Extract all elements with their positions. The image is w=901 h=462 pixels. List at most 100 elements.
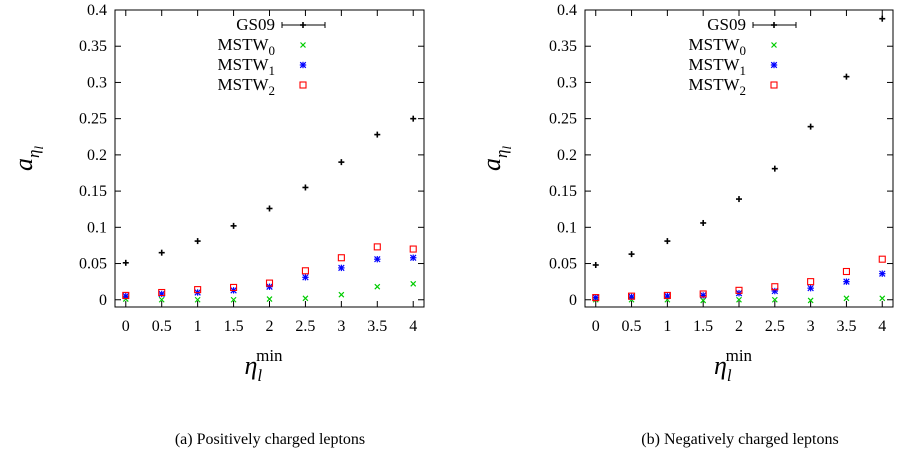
y-tick-label: 0.3 bbox=[557, 74, 577, 91]
y-tick-label: 0.15 bbox=[79, 183, 107, 200]
data-point bbox=[736, 196, 742, 203]
data-point bbox=[230, 222, 237, 229]
legend-marker bbox=[771, 22, 777, 28]
data-point bbox=[122, 259, 129, 266]
legend-label: MSTW2 bbox=[218, 75, 276, 98]
data-point bbox=[592, 261, 599, 268]
y-tick-label: 0.1 bbox=[87, 219, 107, 236]
data-point bbox=[807, 297, 814, 304]
x-tick-label: 1 bbox=[663, 318, 671, 335]
x-tick-label: 2 bbox=[266, 318, 274, 335]
legend-marker bbox=[771, 42, 777, 48]
y-tick-label: 0.4 bbox=[87, 2, 107, 19]
x-axis-label: ηlmin bbox=[714, 346, 753, 385]
y-tick-label: 0 bbox=[99, 292, 107, 309]
data-point bbox=[194, 238, 201, 245]
data-point bbox=[879, 15, 886, 22]
legend-label: MSTW0 bbox=[218, 35, 276, 58]
y-axis-label: aηl bbox=[9, 146, 46, 171]
data-point bbox=[700, 219, 707, 226]
data-point bbox=[771, 287, 779, 295]
data-point bbox=[338, 264, 345, 272]
data-point bbox=[736, 296, 742, 303]
data-point bbox=[266, 296, 273, 302]
data-point bbox=[410, 280, 417, 287]
data-point bbox=[735, 286, 743, 294]
y-tick-label: 0.25 bbox=[549, 111, 577, 128]
y-tick-label: 0.05 bbox=[549, 256, 577, 273]
data-point bbox=[807, 284, 814, 292]
y-tick-label: 0.2 bbox=[557, 147, 577, 164]
series-3 bbox=[592, 270, 886, 301]
data-point bbox=[410, 115, 417, 122]
y-tick-label: 0.05 bbox=[79, 256, 107, 273]
data-point bbox=[843, 278, 850, 285]
data-point bbox=[122, 291, 130, 299]
legend-marker bbox=[299, 81, 307, 89]
data-point bbox=[158, 249, 165, 256]
data-point bbox=[373, 243, 381, 251]
x-axis-label: ηlmin bbox=[244, 346, 283, 385]
x-tick-label: 0.5 bbox=[152, 318, 172, 335]
x-tick-label: 3.5 bbox=[836, 318, 856, 335]
data-point bbox=[843, 73, 850, 80]
legend-label: GS09 bbox=[707, 15, 746, 34]
data-point bbox=[843, 295, 850, 302]
y-tick-label: 0.35 bbox=[549, 38, 577, 55]
series-1 bbox=[122, 115, 417, 266]
data-point bbox=[700, 297, 707, 304]
data-point bbox=[664, 238, 671, 245]
data-point bbox=[663, 291, 671, 299]
data-point bbox=[194, 296, 201, 303]
legend-label: MSTW2 bbox=[689, 75, 747, 98]
data-point bbox=[266, 205, 273, 212]
data-point bbox=[409, 254, 417, 261]
x-tick-label: 1 bbox=[194, 318, 202, 335]
x-tick-label: 2 bbox=[735, 318, 743, 335]
y-tick-label: 0.15 bbox=[549, 183, 577, 200]
data-point bbox=[338, 159, 345, 166]
data-point bbox=[302, 184, 309, 191]
data-point bbox=[699, 290, 707, 298]
data-point bbox=[771, 165, 778, 172]
legend-marker bbox=[300, 42, 306, 48]
legend-marker bbox=[770, 81, 778, 89]
data-point bbox=[338, 291, 345, 298]
data-point bbox=[230, 283, 238, 291]
series-4 bbox=[592, 255, 886, 302]
y-tick-label: 0.35 bbox=[79, 38, 107, 55]
data-point bbox=[771, 283, 779, 291]
x-tick-label: 1.5 bbox=[693, 318, 713, 335]
series-2 bbox=[122, 280, 417, 303]
y-tick-label: 0.4 bbox=[557, 2, 577, 19]
legend-label: MSTW1 bbox=[218, 55, 276, 78]
data-point bbox=[771, 296, 778, 303]
data-point bbox=[266, 283, 273, 290]
legend-marker bbox=[299, 61, 307, 69]
y-tick-label: 0 bbox=[569, 292, 577, 309]
series-1 bbox=[592, 15, 886, 268]
data-point bbox=[592, 294, 600, 302]
data-point bbox=[879, 270, 886, 277]
chart-panel-2: 0 0.5 1 1.5 2 2.5 3 3.5 4 0 0.05 0.1 0.15 0.2 0.25 0.3 0… bbox=[477, 2, 894, 448]
x-tick-label: 4 bbox=[409, 318, 417, 335]
legend-marker bbox=[770, 61, 778, 69]
data-point bbox=[807, 123, 814, 130]
series-4 bbox=[122, 243, 417, 299]
data-point bbox=[374, 283, 381, 290]
chart-caption: (b) Negatively charged leptons bbox=[641, 431, 838, 448]
legend-label: MSTW1 bbox=[689, 55, 747, 78]
chart-panel-1: 0 0.5 1 1.5 2 2.5 3 3.5 4 0 0.05 0.1 0.15 0.2 0.25 0.3 0… bbox=[9, 2, 425, 448]
data-point bbox=[337, 254, 345, 262]
data-point bbox=[879, 295, 886, 302]
x-tick-label: 0 bbox=[122, 318, 130, 335]
data-point bbox=[158, 296, 165, 303]
series-3 bbox=[122, 254, 417, 300]
x-tick-label: 0 bbox=[592, 318, 600, 335]
data-point bbox=[301, 267, 309, 275]
y-tick-label: 0.25 bbox=[79, 111, 107, 128]
data-point bbox=[158, 290, 165, 298]
